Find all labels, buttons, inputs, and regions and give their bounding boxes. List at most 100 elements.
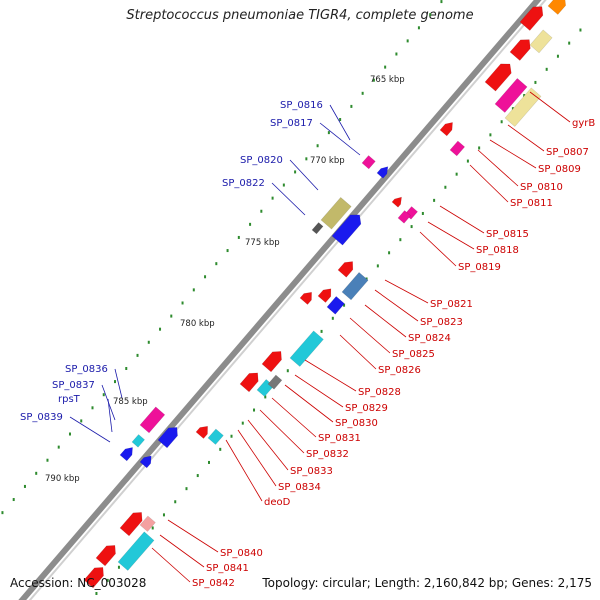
leader-line	[329, 104, 351, 141]
gene-label-right: SP_0819	[458, 262, 501, 273]
gene-arrow	[195, 425, 208, 439]
gene-box	[341, 272, 369, 301]
scale-tick	[568, 41, 571, 45]
scale-tick	[237, 235, 240, 239]
leader-line	[427, 221, 475, 250]
gene-label-left: SP_0836	[65, 364, 108, 375]
gene-label-right: SP_0821	[430, 299, 473, 310]
gene-label-right: SP_0829	[345, 403, 388, 414]
scale-tick	[361, 91, 364, 95]
gene-arrow	[519, 6, 544, 31]
scale-tick	[204, 275, 207, 279]
scale-tick	[185, 487, 188, 491]
leader-line	[304, 359, 357, 392]
scale-tick	[388, 251, 391, 255]
gene-feature	[267, 374, 283, 390]
gene-feature	[376, 166, 389, 179]
scale-tick	[320, 329, 323, 333]
leader-line	[159, 534, 205, 568]
leader-line	[419, 231, 457, 267]
scale-tick	[271, 196, 274, 200]
gene-box	[131, 434, 145, 448]
gene-label-right: SP_0807	[546, 147, 589, 158]
scale-tick	[253, 408, 256, 412]
gene-feature	[83, 567, 104, 589]
scale-tick	[455, 172, 458, 176]
gene-label-right: SP_0815	[486, 229, 529, 240]
gene-box	[117, 531, 155, 571]
scale-label: 780 kbp	[180, 319, 215, 329]
gene-box	[397, 210, 411, 224]
scale-tick	[440, 0, 443, 4]
gene-label-right: SP_0809	[538, 164, 581, 175]
leader-line	[319, 122, 361, 156]
scale-tick	[226, 249, 229, 253]
gene-feature	[119, 447, 133, 462]
gene-box	[311, 222, 324, 235]
accession-text: Accession: NC_003028	[10, 576, 147, 590]
scale-tick	[421, 211, 424, 215]
gene-feature	[139, 455, 152, 469]
scale-tick	[466, 159, 469, 163]
scale-tick	[215, 262, 218, 266]
gene-arrow	[261, 351, 282, 373]
gene-label-right: SP_0842	[192, 578, 235, 589]
gene-feature	[449, 140, 466, 157]
leader-line	[284, 384, 334, 423]
gene-feature	[119, 512, 143, 537]
gene-box	[139, 406, 166, 434]
leader-line	[107, 398, 113, 433]
gene-arrow	[299, 291, 312, 305]
gene-feature	[331, 214, 362, 246]
scale-tick	[219, 447, 222, 451]
scale-tick	[316, 144, 319, 148]
gene-arrow	[331, 214, 362, 246]
scale-tick	[395, 52, 398, 56]
gene-feature	[95, 545, 116, 567]
gene-label-left: SP_0820	[240, 155, 283, 166]
scale-tick	[534, 80, 537, 84]
gene-feature	[361, 155, 376, 170]
scale-tick	[579, 28, 582, 32]
gene-feature	[504, 87, 542, 127]
gene-label-right: SP_0832	[306, 449, 349, 460]
label-leader-layer	[69, 91, 571, 583]
leader-line	[469, 164, 509, 203]
leader-line	[374, 289, 419, 322]
gene-box	[529, 29, 553, 54]
gene-feature	[261, 351, 282, 373]
gene-arrow	[337, 261, 354, 278]
leader-line	[294, 374, 344, 408]
gene-label-right: deoD	[264, 497, 291, 508]
gene-label-right: SP_0834	[278, 482, 321, 493]
scale-tick	[511, 107, 514, 111]
gene-box	[267, 374, 283, 390]
scale-tick	[125, 366, 128, 370]
gene-box	[289, 330, 324, 367]
gene-feature	[195, 425, 208, 439]
gene-feature	[509, 39, 531, 61]
gene-box	[207, 428, 224, 445]
gene-box	[326, 296, 345, 315]
leader-line	[271, 397, 317, 438]
scale-tick	[384, 65, 387, 69]
scale-tick	[444, 185, 447, 189]
gene-label-left: SP_0837	[52, 380, 95, 391]
leader-line	[489, 139, 537, 169]
scale-tick	[372, 78, 375, 82]
scale-tick	[478, 146, 481, 150]
scale-tick	[162, 513, 165, 517]
scale-tick	[57, 445, 60, 449]
leader-line	[114, 368, 123, 399]
gene-feature	[519, 6, 544, 31]
scale-tick	[80, 419, 83, 423]
scale-tick	[91, 406, 94, 410]
gene-label-right: gyrB	[572, 118, 595, 129]
gene-box	[494, 77, 528, 113]
gene-arrow	[376, 166, 389, 179]
gene-feature	[139, 515, 156, 532]
gene-box	[361, 155, 376, 170]
gene-box	[449, 140, 466, 157]
gene-label-left: SP_0822	[222, 178, 265, 189]
